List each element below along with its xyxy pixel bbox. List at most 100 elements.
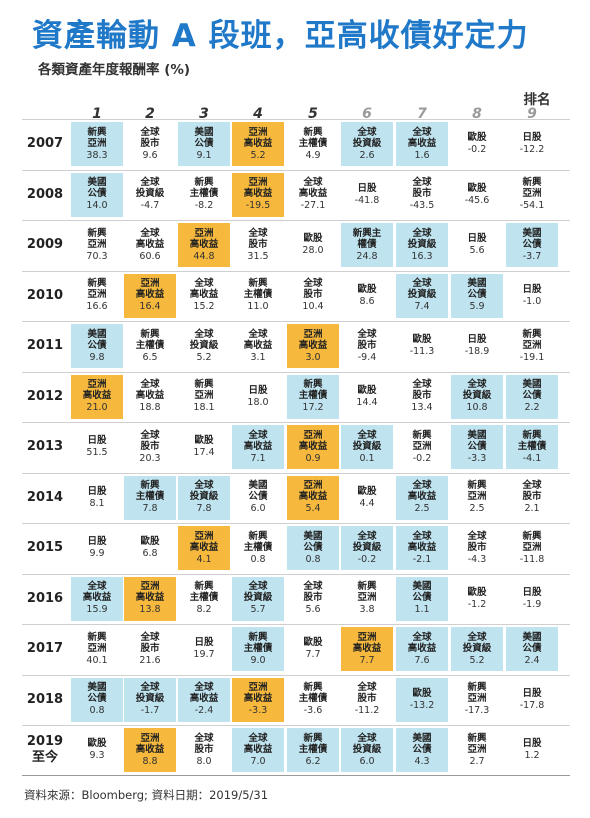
asset-label: 全球 高收益 <box>408 127 437 149</box>
table-cell: 亞洲 高收益 3.0 <box>287 324 339 368</box>
table-cell: 全球 投資級 -0.2 <box>341 526 393 570</box>
year-label: 2015 <box>22 540 68 556</box>
table-cell: 日股 9.9 <box>71 526 123 570</box>
row-divider <box>22 523 570 524</box>
asset-label: 全球 投資級 <box>353 430 382 452</box>
return-value: 1.6 <box>414 150 429 162</box>
table-cell: 新興 亞洲 70.3 <box>71 223 123 267</box>
table-cell: 日股 -41.8 <box>341 173 393 217</box>
asset-label: 全球 投資級 <box>463 632 492 654</box>
asset-label: 日股 <box>87 536 106 547</box>
asset-label: 新興主 權債 <box>353 228 382 250</box>
year-label: 2014 <box>22 490 68 506</box>
return-value: -11.2 <box>355 705 380 717</box>
table-cell: 新興 主權債 4.9 <box>287 122 339 166</box>
asset-label: 新興 主權債 <box>244 278 273 300</box>
return-value: 2.5 <box>469 503 484 515</box>
year-label: 2011 <box>22 338 68 354</box>
table-cell: 新興 亞洲 -19.1 <box>506 324 558 368</box>
return-value: -19.1 <box>520 352 545 364</box>
asset-label: 全球 投資級 <box>408 278 437 300</box>
asset-label: 全球 股市 <box>357 329 376 351</box>
row-divider <box>22 725 570 726</box>
row-divider <box>22 170 570 171</box>
table-cell: 亞洲 高收益 13.8 <box>124 577 176 621</box>
asset-label: 全球 股市 <box>303 581 322 603</box>
return-value: -0.2 <box>358 554 377 566</box>
asset-label: 美國 公債 <box>412 733 431 755</box>
return-value: 8.1 <box>89 498 104 510</box>
return-value: 14.0 <box>86 200 107 212</box>
table-cell: 全球 股市 21.6 <box>124 627 176 671</box>
table-cell: 歐股 -13.2 <box>396 678 448 722</box>
row-divider <box>22 271 570 272</box>
table-cell: 美國 公債 -3.7 <box>506 223 558 267</box>
asset-label: 歐股 <box>357 385 376 396</box>
row-divider <box>22 321 570 322</box>
table-cell: 美國 公債 0.8 <box>287 526 339 570</box>
table-cell: 新興 亞洲 -0.2 <box>396 425 448 469</box>
year-label: 2018 <box>22 692 68 708</box>
return-value: 5.7 <box>250 604 265 616</box>
asset-label: 歐股 <box>412 334 431 345</box>
table-cell: 全球 股市 10.4 <box>287 274 339 318</box>
asset-label: 日股 <box>522 587 541 598</box>
asset-label: 亞洲 高收益 <box>299 480 328 502</box>
return-value: 3.1 <box>250 352 265 364</box>
row-divider <box>22 473 570 474</box>
return-value: 5.2 <box>196 352 211 364</box>
asset-label: 新興 亞洲 <box>87 127 106 149</box>
table-cell: 日股 -17.8 <box>506 678 558 722</box>
return-value: -4.7 <box>141 200 160 212</box>
table-cell: 美國 公債 1.1 <box>396 577 448 621</box>
table-cell: 歐股 9.3 <box>71 728 123 772</box>
asset-label: 美國 公債 <box>87 329 106 351</box>
asset-label: 新興 主權債 <box>244 632 273 654</box>
asset-label: 全球 股市 <box>140 430 159 452</box>
table-cell: 新興 主權債 9.0 <box>232 627 284 671</box>
return-value: -11.8 <box>520 554 545 566</box>
return-value: -0.2 <box>413 453 432 465</box>
asset-label: 全球 股市 <box>357 682 376 704</box>
return-value: 7.0 <box>250 756 265 768</box>
row-divider <box>22 574 570 575</box>
asset-label: 美國 公債 <box>87 177 106 199</box>
asset-label: 新興 亞洲 <box>522 177 541 199</box>
return-value: 14.4 <box>356 397 377 409</box>
table-cell: 全球 投資級 10.8 <box>451 375 503 419</box>
return-value: 0.8 <box>305 554 320 566</box>
asset-label: 新興 主權債 <box>299 127 328 149</box>
table-cell: 亞洲 高收益 8.8 <box>124 728 176 772</box>
asset-label: 歐股 <box>87 738 106 749</box>
rank-header-label: 排名 <box>514 88 560 108</box>
asset-label: 全球 投資級 <box>244 581 273 603</box>
asset-label: 全球 股市 <box>303 278 322 300</box>
table-cell: 全球 投資級 -4.7 <box>124 173 176 217</box>
table-cell: 美國 公債 0.8 <box>71 678 123 722</box>
return-value: -4.1 <box>523 453 542 465</box>
return-value: 16.4 <box>139 301 160 313</box>
table-cell: 全球 股市 9.6 <box>124 122 176 166</box>
year-label: 2016 <box>22 591 68 607</box>
table-cell: 美國 公債 2.4 <box>506 627 558 671</box>
asset-label: 歐股 <box>467 132 486 143</box>
return-value: 18.0 <box>247 397 268 409</box>
table-cell: 新興 亞洲 16.6 <box>71 274 123 318</box>
table-cell: 日股 51.5 <box>71 425 123 469</box>
table-cell: 新興 亞洲 2.5 <box>451 476 503 520</box>
asset-label: 亞洲 高收益 <box>299 430 328 452</box>
asset-label: 全球 投資級 <box>190 480 219 502</box>
table-cell: 美國 公債 4.3 <box>396 728 448 772</box>
return-value: 7.8 <box>142 503 157 515</box>
table-cell: 全球 股市 13.4 <box>396 375 448 419</box>
asset-label: 亞洲 高收益 <box>244 127 273 149</box>
asset-label: 亞洲 高收益 <box>244 682 273 704</box>
return-value: 3.0 <box>305 352 320 364</box>
return-value: 15.9 <box>86 604 107 616</box>
return-value: -9.4 <box>358 352 377 364</box>
table-cell: 新興 主權債 8.2 <box>178 577 230 621</box>
chart-subtitle: 各類資產年度報酬率 (%) <box>38 58 190 78</box>
table-cell: 全球 股市 8.0 <box>178 728 230 772</box>
return-value: 0.8 <box>89 705 104 717</box>
asset-label: 新興 亞洲 <box>522 531 541 553</box>
